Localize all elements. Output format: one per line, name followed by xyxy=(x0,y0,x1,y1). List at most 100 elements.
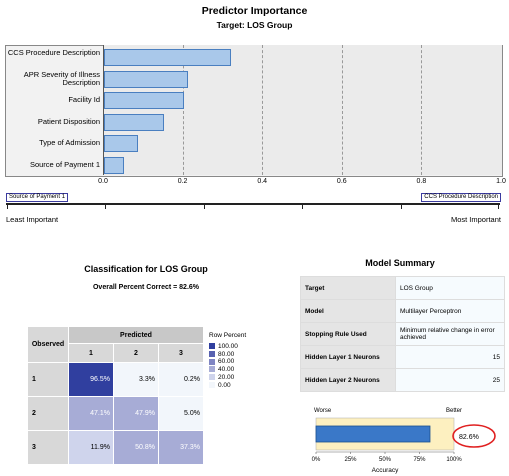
least-important-label: Least Important xyxy=(6,215,59,224)
legend-label: 60.00 xyxy=(218,358,235,366)
predictor-label: CCS Procedure Description xyxy=(7,48,100,57)
better-label: Better xyxy=(446,408,463,414)
observed-row-header: 2 xyxy=(27,396,69,431)
table-cell: 3.3% xyxy=(113,362,159,397)
summary-value: Multilayer Perceptron xyxy=(395,299,505,323)
legend-swatch xyxy=(209,382,215,389)
worse-label: Worse xyxy=(314,408,332,414)
x-tick-label: 0.6 xyxy=(336,178,347,185)
legend-label: 20.00 xyxy=(218,373,235,381)
summary-row: Hidden Layer 1 Neurons 15 xyxy=(300,345,505,369)
table-cell: 96.5% xyxy=(68,362,114,397)
legend-item: 40.00 xyxy=(209,366,246,374)
scale-tick xyxy=(401,205,403,209)
table-cell: 11.9% xyxy=(68,430,114,465)
accuracy-value-label: 82.6% xyxy=(459,434,479,441)
row-percent-legend: Row Percent 100.00 80.00 60.00 40.00 20.00 0.… xyxy=(209,332,246,390)
summary-key: Hidden Layer 1 Neurons xyxy=(300,345,396,369)
observed-header: Observed xyxy=(27,326,69,363)
overall-percent-correct: Overall Percent Correct = 82.6% xyxy=(92,284,200,291)
accuracy-tick-label: 75% xyxy=(413,457,426,463)
importance-bar xyxy=(104,92,184,109)
legend-swatch xyxy=(209,366,215,373)
accuracy-tick-label: 100% xyxy=(446,457,462,463)
scale-tick xyxy=(203,205,205,209)
legend-swatch xyxy=(209,374,215,381)
importance-plot-area xyxy=(103,45,502,175)
summary-row: Target LOS Group xyxy=(300,276,505,300)
legend-item: 60.00 xyxy=(209,358,246,366)
table-cell: 5.0% xyxy=(158,396,204,431)
accuracy-tick-label: 50% xyxy=(379,457,392,463)
table-cell: 0.2% xyxy=(158,362,204,397)
legend-title: Row Percent xyxy=(209,332,247,339)
summary-key: Target xyxy=(300,276,396,300)
x-tick-label: 0.2 xyxy=(177,178,188,185)
accuracy-highlight-circle xyxy=(452,424,496,448)
x-tick-label: 0.0 xyxy=(98,178,108,185)
predictor-label: Type of Admission xyxy=(39,138,100,147)
x-tick-label: 0.8 xyxy=(416,178,427,185)
legend-swatch xyxy=(209,358,215,365)
predicted-col-header: 2 xyxy=(113,343,159,363)
accuracy-bar xyxy=(315,425,431,443)
legend-label: 100.00 xyxy=(218,342,238,350)
table-cell: 47.1% xyxy=(68,396,114,431)
summary-table: Target LOS Group Model Multilayer Perceptro… xyxy=(300,276,505,392)
importance-target: Target: LOS Group xyxy=(216,20,293,30)
table-cell: 47.9% xyxy=(113,396,159,431)
accuracy-axis-label: Accuracy xyxy=(372,467,399,474)
gridline xyxy=(341,45,343,175)
predicted-header: Predicted xyxy=(68,326,204,344)
observed-row-header: 3 xyxy=(27,430,69,465)
summary-key: Stopping Rule Used xyxy=(300,322,396,346)
predictor-label: Facility Id xyxy=(68,95,100,104)
importance-bar xyxy=(104,156,124,174)
x-tick-label: 0.4 xyxy=(257,178,268,185)
predictor-label: APR Severity of Illness Description xyxy=(23,69,100,87)
scale-tick xyxy=(104,205,106,209)
table-row: 3 11.9% 50.8% 37.3% xyxy=(27,430,204,465)
scale-tick xyxy=(7,205,8,209)
legend-label: 80.00 xyxy=(218,350,235,358)
table-cell: 37.3% xyxy=(158,430,204,465)
legend-item: 100.00 xyxy=(209,343,246,351)
table-row: 2 47.1% 47.9% 5.0% xyxy=(27,396,204,431)
importance-bar xyxy=(104,135,138,152)
importance-bar xyxy=(104,113,164,131)
legend-item: 0.00 xyxy=(209,382,246,390)
table-row: 1 96.5% 3.3% 0.2% xyxy=(27,362,204,397)
legend-swatch xyxy=(209,350,215,357)
summary-value: LOS Group xyxy=(395,276,505,300)
importance-bar xyxy=(104,70,188,88)
predictor-label: Patient Disposition xyxy=(37,116,100,126)
importance-bar xyxy=(104,49,232,66)
summary-row: Model Multilayer Perceptron xyxy=(300,299,505,323)
summary-key: Model xyxy=(300,299,396,323)
accuracy-tick-label: 0% xyxy=(312,457,321,463)
legend-item: 80.00 xyxy=(209,351,246,359)
most-important-label: Most Important xyxy=(450,215,501,224)
importance-scale-line xyxy=(6,203,500,205)
gridline xyxy=(262,45,264,175)
scale-tick xyxy=(302,205,304,209)
summary-row: Stopping Rule Used Minimum relative chang… xyxy=(300,322,505,346)
summary-row: Hidden Layer 2 Neurons 25 xyxy=(300,368,505,392)
table-cell: 50.8% xyxy=(113,430,159,465)
scale-left-label: Source of Payment 1 xyxy=(6,193,69,202)
importance-title: Predictor Importance xyxy=(201,5,308,17)
summary-value: Minimum relative change in error achieve… xyxy=(395,322,505,346)
summary-key: Hidden Layer 2 Neurons xyxy=(300,368,396,392)
accuracy-gauge: 0% 25% 50% 75% 100% Accuracy 82.6% xyxy=(312,417,496,474)
classification-title: Classification for LOS Group xyxy=(84,264,208,274)
predicted-col-header: 1 xyxy=(68,343,114,363)
observed-row-header: 1 xyxy=(27,362,69,397)
scale-right-label: CCS Procedure Description xyxy=(421,193,501,202)
legend-label: 40.00 xyxy=(218,366,235,374)
legend-item: 20.00 xyxy=(209,374,246,382)
legend-label: 0.00 xyxy=(218,381,231,389)
predicted-col-header: 3 xyxy=(158,343,204,363)
gridline xyxy=(182,45,184,175)
summary-value: 15 xyxy=(395,345,505,369)
